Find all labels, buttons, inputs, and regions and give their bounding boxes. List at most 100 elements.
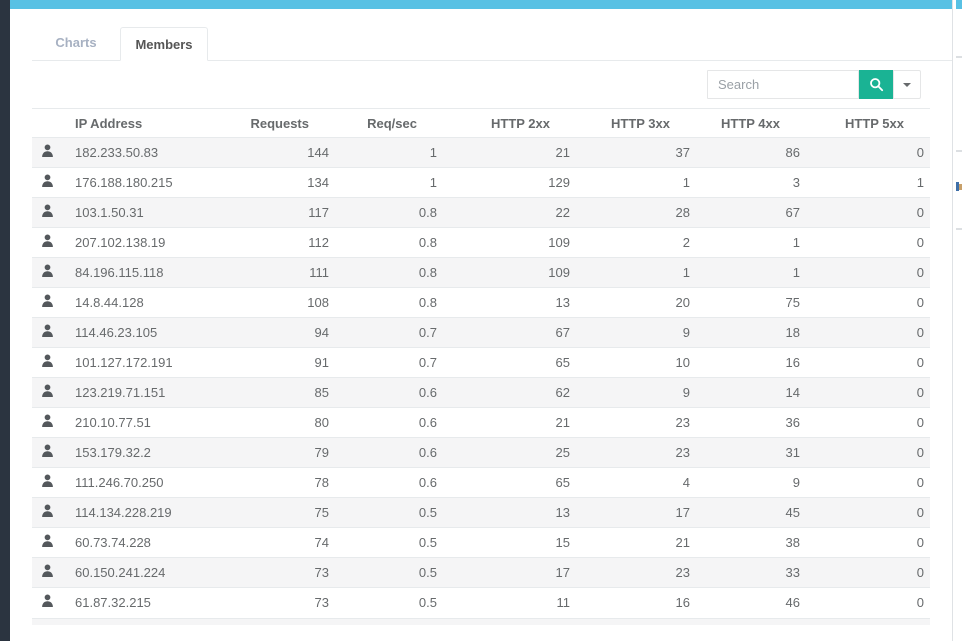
members-table-header: IP Address Requests Req/sec HTTP 2xx HTT… [32, 108, 930, 138]
member-http-4xx: 9 [696, 467, 806, 498]
member-icon-cell [32, 287, 62, 318]
member-ip: 61.87.32.215 [62, 587, 223, 618]
member-row[interactable]: 123.219.71.151 85 0.6 62 9 14 0 [32, 377, 930, 408]
user-icon [41, 324, 54, 338]
member-requests: 134 [223, 167, 335, 198]
member-icon-cell [32, 437, 62, 468]
member-requests: 144 [223, 137, 335, 168]
member-row[interactable]: 207.102.138.19 112 0.8 109 2 1 0 [32, 227, 930, 258]
member-req-sec: 0.6 [335, 407, 443, 438]
member-row[interactable]: 14.8.44.128 108 0.8 13 20 75 0 [32, 287, 930, 318]
member-ip: 60.150.241.224 [62, 557, 223, 588]
member-row[interactable]: 114.134.228.219 75 0.5 13 17 45 0 [32, 497, 930, 528]
member-req-sec: 0.6 [335, 377, 443, 408]
user-icon [41, 384, 54, 398]
member-ip: 153.179.32.2 [62, 437, 223, 468]
member-http-3xx: 23 [576, 437, 696, 468]
member-icon-cell [32, 257, 62, 288]
member-http-2xx: 15 [443, 527, 576, 558]
member-row[interactable]: 103.1.50.31 117 0.8 22 28 67 0 [32, 197, 930, 228]
member-req-sec: 0.8 [335, 257, 443, 288]
member-req-sec: 0.5 [335, 497, 443, 528]
member-http-4xx: 67 [696, 197, 806, 228]
member-row[interactable]: 210.10.77.51 80 0.6 21 23 36 0 [32, 407, 930, 438]
member-http-3xx: 23 [576, 407, 696, 438]
member-http-5xx: 0 [806, 497, 930, 528]
member-http-3xx: 4 [576, 467, 696, 498]
member-http-4xx: 16 [696, 347, 806, 378]
user-icon [41, 354, 54, 368]
col-header-icon [32, 108, 62, 138]
user-icon [41, 174, 54, 188]
member-icon-cell [32, 197, 62, 228]
member-http-3xx: 9 [576, 377, 696, 408]
member-http-5xx: 0 [806, 197, 930, 228]
member-ip: 84.196.115.118 [62, 257, 223, 288]
member-http-5xx: 0 [806, 587, 930, 618]
member-requests: 117 [223, 197, 335, 228]
member-http-4xx: 1 [696, 257, 806, 288]
member-ip: 101.127.172.191 [62, 347, 223, 378]
member-http-4xx: 18 [696, 317, 806, 348]
member-ip: 123.219.71.151 [62, 377, 223, 408]
member-http-5xx: 0 [806, 347, 930, 378]
member-req-sec: 0.5 [335, 527, 443, 558]
search-options-button[interactable] [893, 70, 921, 99]
member-http-4xx: 36 [696, 407, 806, 438]
col-header-http-5xx: HTTP 5xx [806, 108, 930, 138]
member-http-2xx: 13 [443, 287, 576, 318]
search-icon [869, 77, 884, 92]
member-requests: 74 [223, 527, 335, 558]
col-header-requests: Requests [223, 108, 335, 138]
search-group [707, 70, 921, 99]
member-ip: 103.1.50.31 [62, 197, 223, 228]
partial-next-row [32, 617, 930, 625]
member-http-2xx: 21 [443, 407, 576, 438]
member-row[interactable]: 153.179.32.2 79 0.6 25 23 31 0 [32, 437, 930, 468]
member-row[interactable]: 101.127.172.191 91 0.7 65 10 16 0 [32, 347, 930, 378]
member-http-4xx: 3 [696, 167, 806, 198]
member-http-3xx: 37 [576, 137, 696, 168]
member-http-2xx: 67 [443, 317, 576, 348]
col-header-ip-address: IP Address [62, 108, 223, 138]
member-row[interactable]: 182.233.50.83 144 1 21 37 86 0 [32, 137, 930, 168]
member-http-2xx: 17 [443, 557, 576, 588]
user-icon [41, 144, 54, 158]
member-http-2xx: 109 [443, 257, 576, 288]
member-row[interactable]: 176.188.180.215 134 1 129 1 3 1 [32, 167, 930, 198]
clipped-panel-divider [956, 56, 962, 58]
user-icon [41, 414, 54, 428]
member-icon-cell [32, 347, 62, 378]
member-http-5xx: 0 [806, 317, 930, 348]
member-http-4xx: 46 [696, 587, 806, 618]
member-http-3xx: 28 [576, 197, 696, 228]
col-header-http-3xx: HTTP 3xx [576, 108, 696, 138]
member-http-4xx: 86 [696, 137, 806, 168]
member-row[interactable]: 84.196.115.118 111 0.8 109 1 1 0 [32, 257, 930, 288]
search-row [10, 70, 921, 99]
clipped-panel-divider [956, 150, 962, 152]
member-row[interactable]: 61.87.32.215 73 0.5 11 16 46 0 [32, 587, 930, 618]
member-http-5xx: 0 [806, 377, 930, 408]
member-req-sec: 1 [335, 137, 443, 168]
member-http-5xx: 0 [806, 467, 930, 498]
member-icon-cell [32, 407, 62, 438]
member-http-5xx: 0 [806, 407, 930, 438]
search-button[interactable] [859, 70, 893, 99]
chevron-down-icon [903, 82, 911, 87]
member-row[interactable]: 60.150.241.224 73 0.5 17 23 33 0 [32, 557, 930, 588]
member-row[interactable]: 60.73.74.228 74 0.5 15 21 38 0 [32, 527, 930, 558]
search-input[interactable] [707, 70, 859, 99]
tab-bar: Charts Members [32, 27, 952, 61]
member-http-3xx: 1 [576, 257, 696, 288]
members-panel: Charts Members [10, 0, 953, 641]
member-http-3xx: 2 [576, 227, 696, 258]
member-http-5xx: 0 [806, 287, 930, 318]
member-row[interactable]: 114.46.23.105 94 0.7 67 9 18 0 [32, 317, 930, 348]
member-req-sec: 1 [335, 167, 443, 198]
tab-members[interactable]: Members [120, 27, 208, 61]
member-ip: 114.134.228.219 [62, 497, 223, 528]
tab-charts[interactable]: Charts [55, 35, 97, 50]
member-req-sec: 0.7 [335, 347, 443, 378]
member-row[interactable]: 111.246.70.250 78 0.6 65 4 9 0 [32, 467, 930, 498]
